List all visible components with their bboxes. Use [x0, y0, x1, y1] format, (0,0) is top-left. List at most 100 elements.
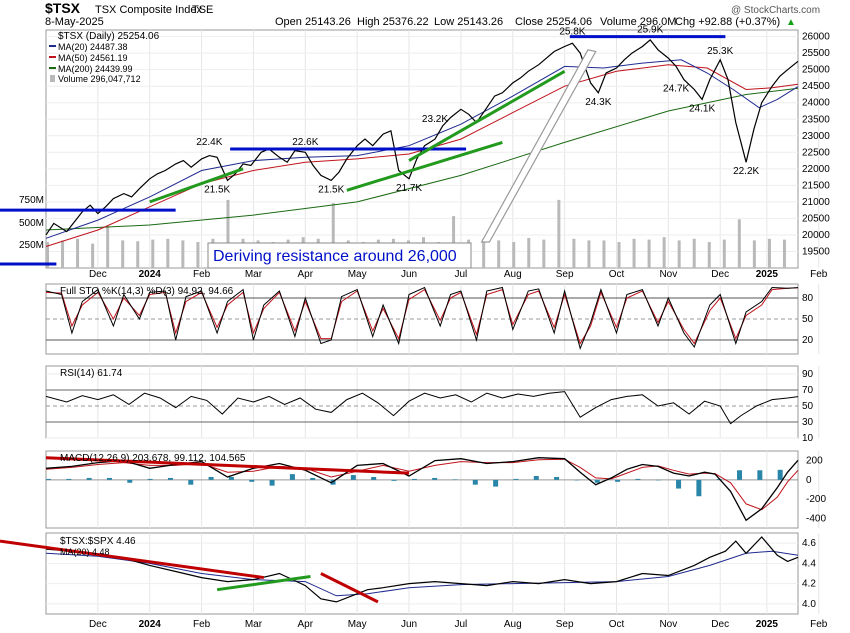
volume-bar: [617, 242, 621, 268]
price-tick-label: 23500: [802, 114, 830, 125]
ratio-tick-label: 4.6: [802, 538, 816, 549]
x-tick-label-bottom: Mar: [245, 619, 263, 630]
macd-tick-label: 0: [806, 475, 812, 486]
x-tick-label-bottom: Nov: [659, 619, 677, 630]
legend-volume-swatch: [50, 75, 55, 82]
volume-bar: [46, 242, 49, 268]
macd-histogram-bar: [371, 476, 377, 480]
panel-ratio-frame: [45, 532, 799, 615]
price-label: 24.1K: [689, 103, 715, 114]
price-tick-label: 20500: [802, 213, 830, 224]
macd-histogram-bar: [350, 475, 356, 480]
x-tick-label-main: Jul: [454, 269, 467, 280]
volume-bar: [587, 240, 591, 268]
macd-histogram-bar: [696, 479, 702, 497]
volume-bar: [707, 242, 711, 268]
volume-bar: [677, 240, 681, 268]
price-label: 25.8K: [559, 26, 585, 37]
price-label: 22.6K: [292, 137, 318, 148]
price-label: 25.9K: [637, 25, 663, 36]
rsi-tick-label: 50: [802, 401, 814, 412]
price-label: 24.3K: [585, 97, 611, 108]
volume-value: Volume 296.0M: [600, 16, 676, 28]
macd-histogram-bar: [66, 478, 72, 480]
sto-k-line: [45, 286, 799, 350]
x-tick-label-main: Dec: [711, 269, 729, 280]
macd-histogram-bar: [167, 477, 173, 480]
macd-histogram-bar: [554, 476, 560, 480]
price-label: 24.7K: [663, 84, 689, 95]
macd-histogram-bar: [533, 476, 539, 480]
x-tick-label-bottom: 2024: [139, 619, 162, 630]
legend-daily: $TSX (Daily) 25254.06: [58, 31, 160, 42]
rsi-tick-label: 10: [802, 433, 814, 444]
volume-bar: [737, 219, 741, 268]
volume-bar: [76, 238, 80, 268]
macd-histogram-bar: [635, 478, 641, 480]
x-tick-label-bottom: Aug: [504, 619, 522, 630]
price-tick-label: 26000: [802, 32, 830, 43]
x-tick-label-main: Feb: [810, 269, 828, 280]
ratio-ma-title: MA(20) 4.48: [60, 547, 110, 557]
volume-bar: [767, 238, 771, 268]
header: $TSX TSX Composite Index TSE 8-May-2025 …: [45, 0, 820, 28]
legend-ma20: MA(20) 24487.38: [58, 42, 128, 52]
series-ma20: [45, 59, 799, 239]
volume-bar: [452, 216, 456, 268]
volume-bar: [632, 238, 636, 268]
ratio-tick-label: 4.2: [802, 579, 816, 590]
series-ma200: [45, 87, 799, 231]
x-tick-label-bottom: Feb: [193, 619, 211, 630]
rsi-tick-label: 90: [802, 369, 814, 380]
uptrend-line-3: [408, 70, 566, 162]
x-tick-label-main: Aug: [504, 269, 522, 280]
price-tick-label: 19500: [802, 246, 830, 257]
legend-ma50: MA(50) 24561.19: [58, 53, 128, 63]
x-tick-label-bottom: Feb: [810, 619, 828, 630]
macd-histogram-bar: [513, 478, 519, 480]
price-label: 21.7K: [396, 183, 422, 194]
x-tick-label-bottom: Dec: [89, 619, 107, 630]
volume-bar: [196, 242, 200, 268]
macd-histogram-bar: [86, 477, 92, 480]
price-label: 23.2K: [422, 114, 448, 125]
macd-histogram-bar: [127, 479, 133, 483]
x-tick-label-bottom: Dec: [711, 619, 729, 630]
macd-line: [45, 457, 799, 522]
volume-bar: [752, 240, 756, 268]
x-tick-label-bottom: May: [348, 619, 367, 630]
symbol: $TSX: [45, 0, 81, 16]
uptrend-line-2: [346, 140, 503, 192]
price-label: 21.5K: [318, 184, 344, 195]
macd-histogram-bar: [615, 479, 621, 482]
macd-histogram-bar: [432, 477, 438, 480]
macd-tick-label: -200: [806, 494, 826, 505]
macd-histogram-bar: [249, 479, 255, 482]
price-tick-label: 21000: [802, 197, 830, 208]
change-up-icon: ▲: [786, 17, 796, 28]
rsi-line: [45, 391, 799, 425]
volume-bar: [121, 240, 125, 268]
volume-bar: [557, 199, 561, 268]
date: 8-May-2025: [45, 16, 104, 28]
macd-histogram-bar: [493, 479, 499, 487]
main-legend: $TSX (Daily) 25254.06 MA(20) 24487.38 MA…: [49, 31, 160, 84]
sto-title: Full STO %K(14,3) %D(3) 94.92, 94.66: [60, 286, 234, 297]
price-tick-label: 22500: [802, 147, 830, 158]
volume-bar: [136, 241, 140, 268]
volume-bar: [722, 239, 726, 268]
macd-histogram-bar: [777, 469, 783, 480]
legend-volume: Volume 296,047,712: [58, 74, 141, 84]
volume-bar: [512, 242, 516, 268]
watermark: @ StockCharts.com: [731, 5, 820, 16]
ratio-title: $TSX:$SPX 4.46: [60, 536, 136, 547]
series-ma50: [45, 64, 799, 247]
x-tick-label-main: Apr: [298, 269, 314, 280]
volume-bar: [572, 238, 576, 268]
price-tick-label: 24000: [802, 98, 830, 109]
macd-title: MACD(12,26,9) 203.678, 99.112, 104.565: [60, 453, 246, 464]
legend-ma200: MA(200) 24439.99: [58, 64, 133, 74]
price-tick-label: 25500: [802, 48, 830, 59]
x-tick-label-main: Mar: [245, 269, 263, 280]
close-value: Close 25254.06: [515, 16, 592, 28]
